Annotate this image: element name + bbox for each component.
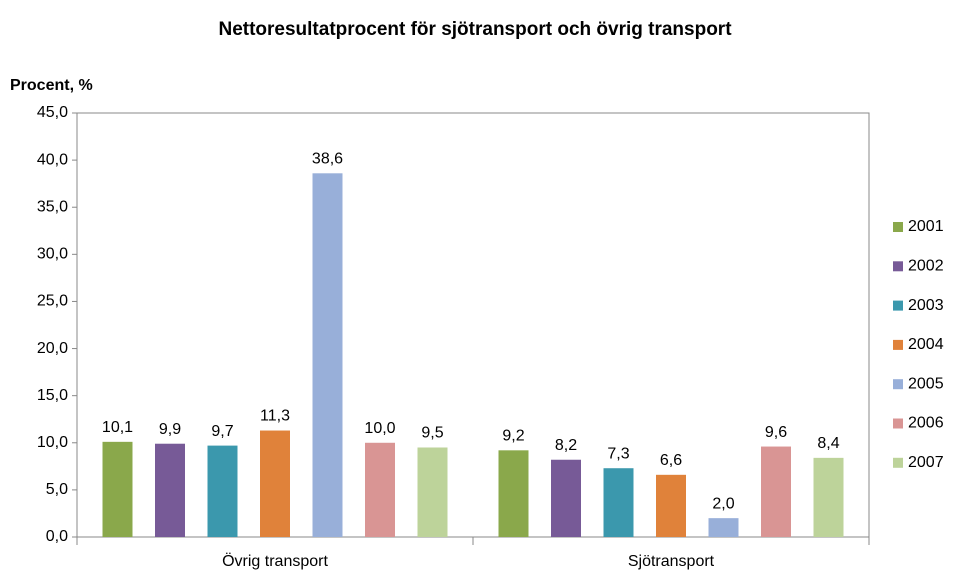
y-tick-label: 10,0 <box>37 434 68 451</box>
legend-label: 2002 <box>908 258 944 275</box>
data-label: 38,6 <box>312 151 343 168</box>
bar <box>761 446 791 537</box>
y-tick-label: 45,0 <box>37 104 68 121</box>
y-tick-label: 30,0 <box>37 246 68 263</box>
y-tick-label: 35,0 <box>37 198 68 215</box>
x-tick-label: Sjötransport <box>628 553 715 570</box>
legend-swatch <box>893 261 903 272</box>
bar <box>498 450 529 537</box>
bar <box>656 474 686 537</box>
y-tick-label: 20,0 <box>37 340 68 357</box>
legend-swatch <box>893 418 903 429</box>
data-label: 9,2 <box>502 428 524 445</box>
plot-border <box>76 112 870 538</box>
bar <box>708 518 739 537</box>
data-label: 7,3 <box>607 445 629 462</box>
bar <box>102 441 133 537</box>
data-label: 11,3 <box>260 408 290 425</box>
legend-label: 2003 <box>908 297 944 314</box>
legend-swatch <box>893 379 903 390</box>
legend-swatch <box>893 457 903 468</box>
y-axis-label: Procent, % <box>10 77 93 94</box>
legend-swatch <box>893 339 903 350</box>
bar <box>551 459 581 537</box>
chart-title: Nettoresultatprocent för sjötransport oc… <box>218 19 732 40</box>
data-label: 9,9 <box>159 421 181 438</box>
data-label: 8,4 <box>817 435 839 452</box>
legend-label: 2006 <box>908 415 944 432</box>
bar <box>155 443 185 537</box>
data-label: 10,0 <box>364 420 395 437</box>
bar <box>365 442 395 537</box>
y-tick-label: 25,0 <box>37 293 68 310</box>
y-tick-label: 0,0 <box>46 528 68 545</box>
y-tick-label: 15,0 <box>37 387 68 404</box>
x-tick-label: Övrig transport <box>222 552 328 570</box>
legend-label: 2007 <box>908 454 944 471</box>
bar <box>207 445 238 537</box>
bar <box>603 468 634 537</box>
y-tick-label: 5,0 <box>46 481 68 498</box>
legend-label: 2005 <box>908 375 944 392</box>
legend-swatch <box>893 222 903 232</box>
bar <box>312 173 343 537</box>
legend-label: 2001 <box>908 218 944 235</box>
data-label: 8,2 <box>555 437 577 454</box>
data-label: 9,7 <box>211 423 233 440</box>
bar <box>813 457 844 537</box>
data-label: 6,6 <box>660 452 682 469</box>
data-label: 9,6 <box>765 424 787 441</box>
data-label: 2,0 <box>712 495 734 512</box>
legend-swatch <box>893 300 903 311</box>
y-tick-label: 40,0 <box>37 151 68 168</box>
bar <box>260 430 290 537</box>
legend-label: 2004 <box>908 336 944 353</box>
data-label: 10,1 <box>102 419 133 436</box>
bar <box>417 447 448 537</box>
data-label: 9,5 <box>421 425 443 442</box>
